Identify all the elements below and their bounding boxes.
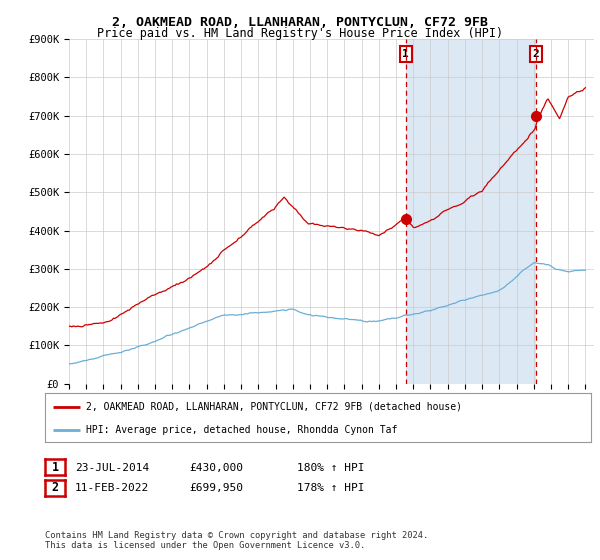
Text: Contains HM Land Registry data © Crown copyright and database right 2024.
This d: Contains HM Land Registry data © Crown c… xyxy=(45,531,428,550)
Bar xyxy=(406,39,536,384)
Text: 23-JUL-2014: 23-JUL-2014 xyxy=(75,463,149,473)
Text: 2, OAKMEAD ROAD, LLANHARAN, PONTYCLUN, CF72 9FB: 2, OAKMEAD ROAD, LLANHARAN, PONTYCLUN, C… xyxy=(112,16,488,29)
Text: 1: 1 xyxy=(52,460,59,474)
Text: 2: 2 xyxy=(532,49,539,59)
Text: Price paid vs. HM Land Registry's House Price Index (HPI): Price paid vs. HM Land Registry's House … xyxy=(97,27,503,40)
Text: 1: 1 xyxy=(403,49,409,59)
Text: 11-FEB-2022: 11-FEB-2022 xyxy=(75,483,149,493)
Text: £699,950: £699,950 xyxy=(189,483,243,493)
Text: 2: 2 xyxy=(52,481,59,494)
Text: 180% ↑ HPI: 180% ↑ HPI xyxy=(297,463,365,473)
Text: 2, OAKMEAD ROAD, LLANHARAN, PONTYCLUN, CF72 9FB (detached house): 2, OAKMEAD ROAD, LLANHARAN, PONTYCLUN, C… xyxy=(86,402,462,412)
Text: 178% ↑ HPI: 178% ↑ HPI xyxy=(297,483,365,493)
Text: £430,000: £430,000 xyxy=(189,463,243,473)
Text: HPI: Average price, detached house, Rhondda Cynon Taf: HPI: Average price, detached house, Rhon… xyxy=(86,425,397,435)
